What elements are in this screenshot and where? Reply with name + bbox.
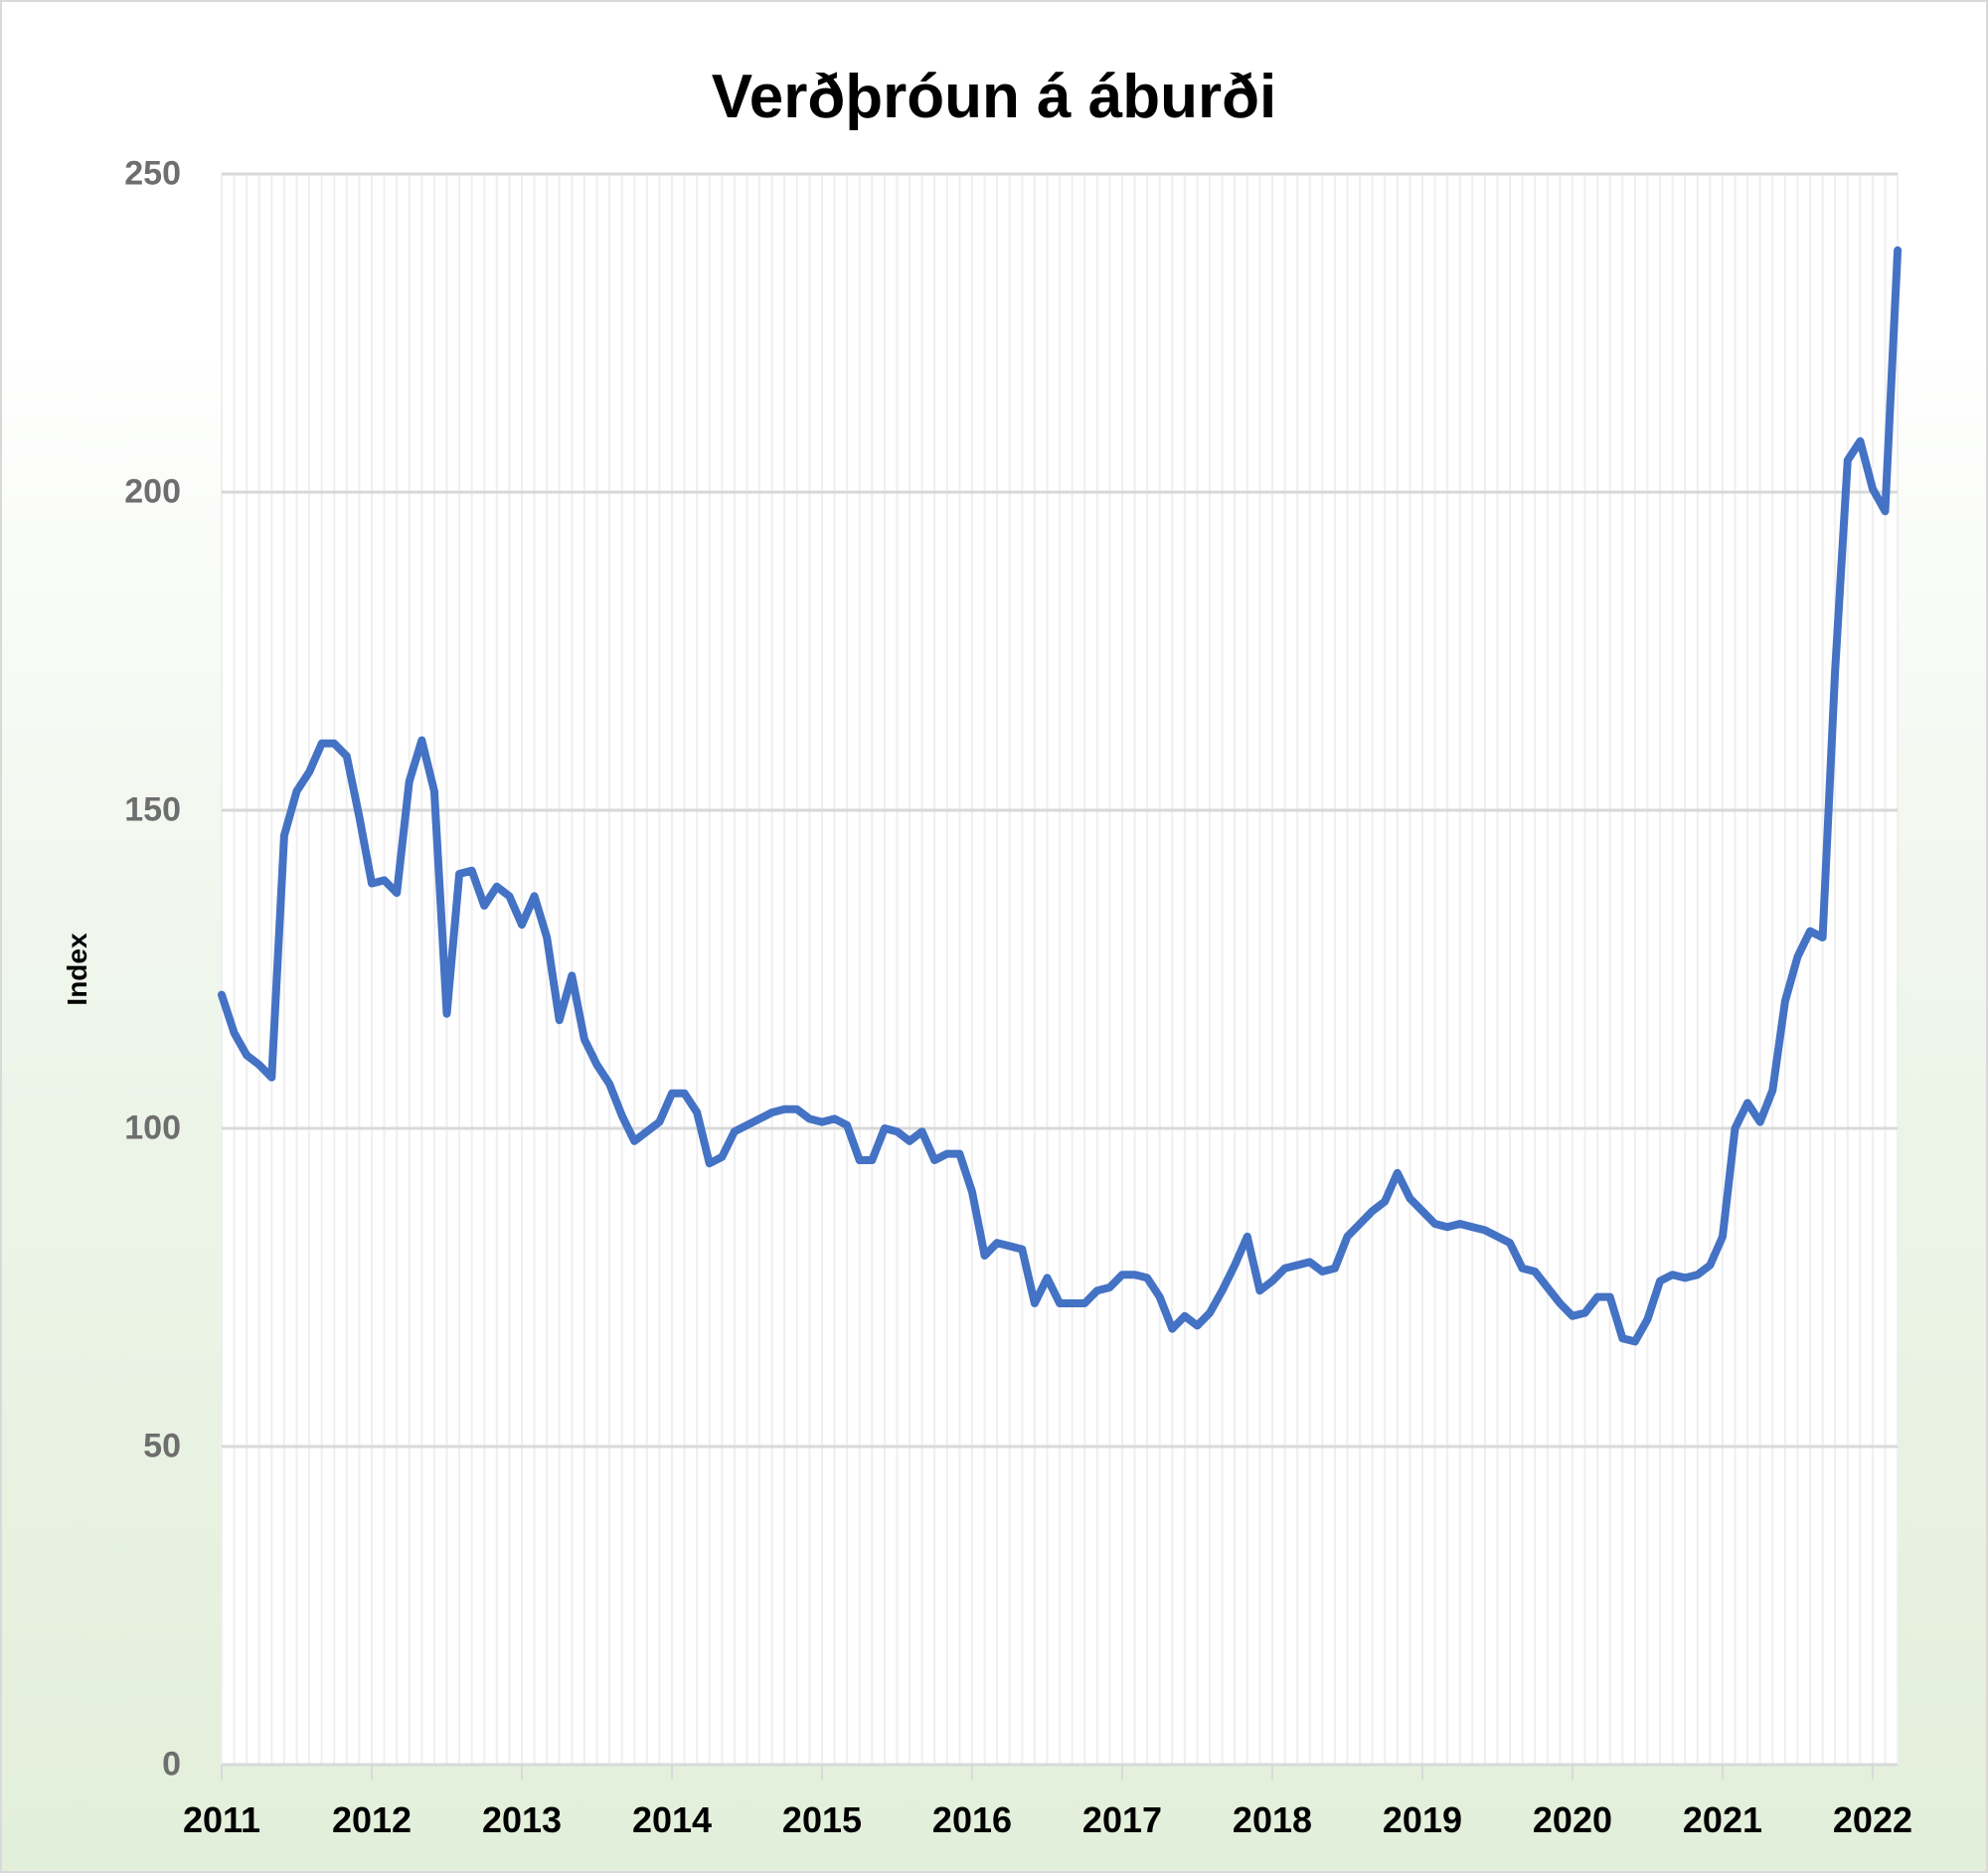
y-tick-label: 50 — [143, 1427, 181, 1465]
x-tick-label: 2013 — [481, 1799, 563, 1840]
y-tick-label: 150 — [124, 790, 181, 829]
x-tick-label: 2011 — [182, 1799, 261, 1840]
x-tick-label: 2022 — [1832, 1799, 1912, 1840]
x-tick-label: 2015 — [781, 1799, 863, 1840]
x-tick-label: 2014 — [631, 1799, 713, 1840]
y-tick-label: 100 — [124, 1108, 181, 1147]
x-tick-label: 2019 — [1382, 1799, 1462, 1840]
x-tick-label: 2017 — [1081, 1799, 1163, 1840]
x-tick-label: 2020 — [1532, 1799, 1612, 1840]
x-tick-label: 2016 — [931, 1799, 1013, 1840]
horizontal-gridlines — [222, 172, 1899, 1767]
x-tick-label: 2021 — [1682, 1799, 1762, 1840]
y-tick-label: 200 — [124, 472, 181, 511]
x-tick-label: 2012 — [331, 1799, 413, 1840]
x-tick-label: 2018 — [1232, 1799, 1313, 1840]
x-tick-marks — [221, 1765, 1874, 1780]
y-tick-label: 250 — [124, 154, 181, 193]
chart-title: Verðþróun á áburði — [711, 63, 1277, 131]
data-line — [218, 246, 1903, 1346]
y-tick-label: 0 — [162, 1745, 181, 1784]
vertical-gridlines — [221, 174, 1900, 1765]
